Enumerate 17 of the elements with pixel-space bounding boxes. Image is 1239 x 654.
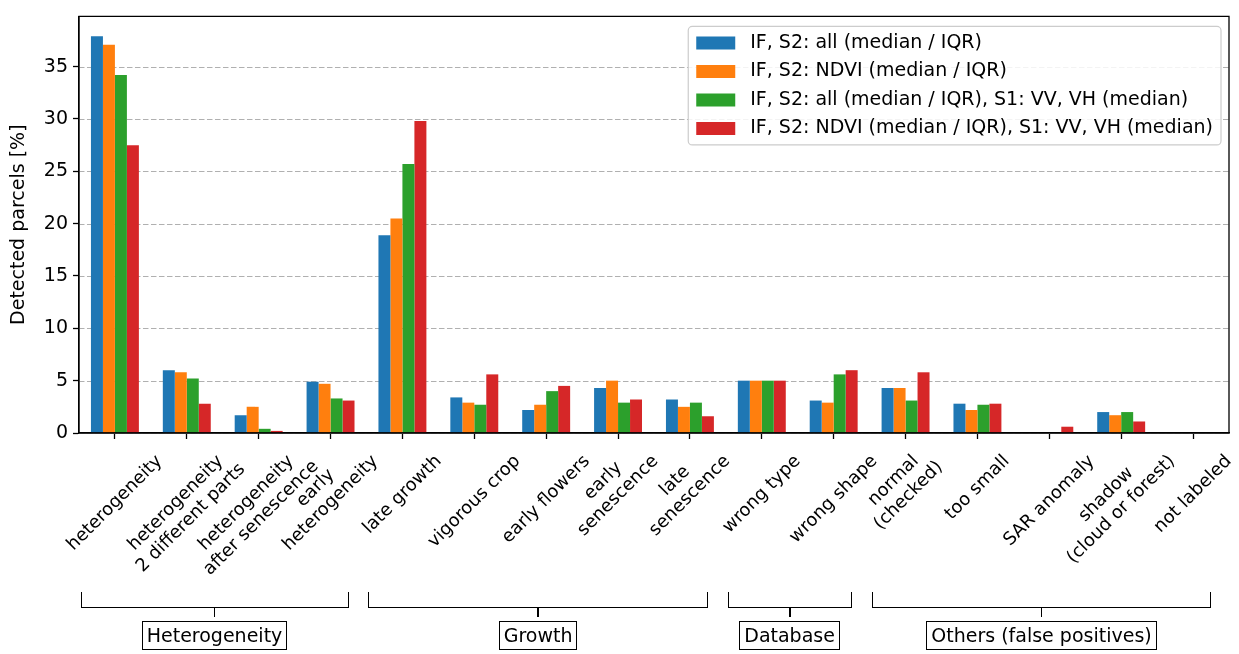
legend-label: IF, S2: NDVI (median / IQR) bbox=[750, 58, 1007, 81]
legend-label: IF, S2: NDVI (median / IQR), S1: VV, VH (median) bbox=[750, 115, 1214, 138]
text: Database bbox=[739, 621, 840, 650]
y-tick-label: 25 bbox=[43, 158, 68, 181]
text: Others (false positives) bbox=[926, 621, 1157, 650]
y-tick-label: 30 bbox=[43, 105, 68, 128]
text: Growth bbox=[498, 621, 578, 650]
legend-label: IF, S2: all (median / IQR), S1: VV, VH (median) bbox=[750, 86, 1189, 109]
legend-label: IF, S2: all (median / IQR) bbox=[750, 29, 982, 52]
text: Heterogeneity bbox=[141, 621, 288, 650]
y-tick-label: 20 bbox=[43, 210, 68, 233]
y-tick-label: 5 bbox=[55, 367, 68, 390]
y-tick-label: 0 bbox=[55, 419, 68, 442]
y-tick-label: 10 bbox=[43, 315, 68, 338]
y-tick-label: 35 bbox=[43, 53, 68, 76]
y-tick-label: 15 bbox=[43, 262, 68, 285]
y-axis-title: Detected parcels [%] bbox=[6, 124, 29, 325]
